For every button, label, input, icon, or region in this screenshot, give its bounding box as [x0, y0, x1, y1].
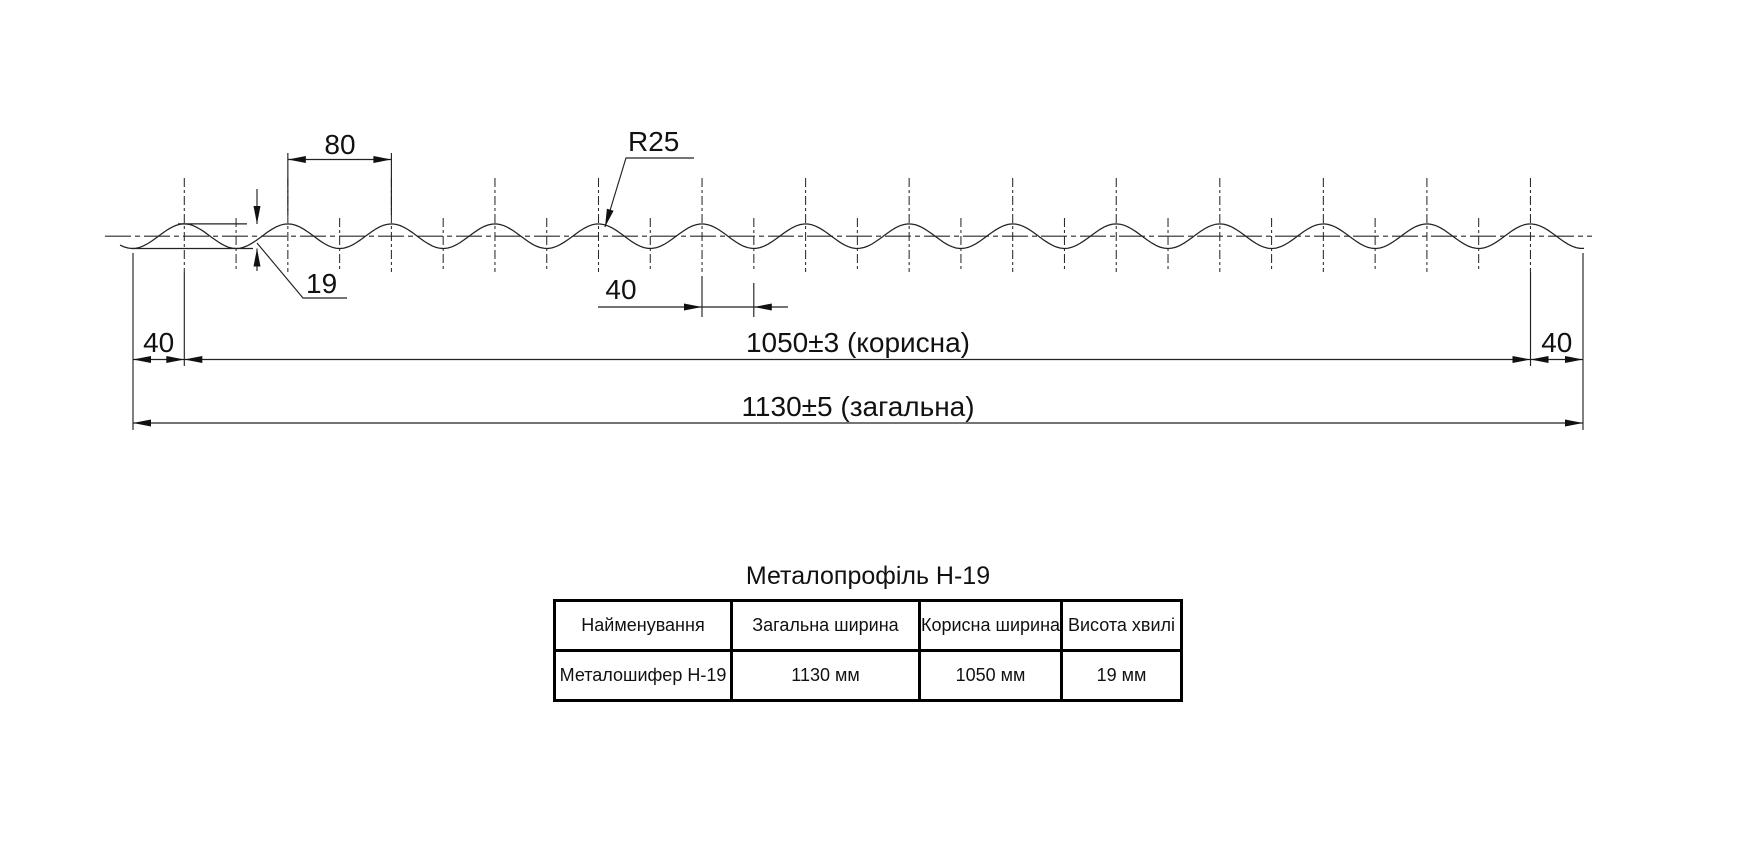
dim-1050-arrow-right	[1512, 356, 1531, 363]
dim-40-right-label: 40	[1541, 327, 1572, 358]
cell-useful-width: 1050 мм	[917, 649, 1064, 702]
dim-40-mid-label: 40	[605, 274, 636, 305]
dim-40-right-arrow-right	[1565, 356, 1583, 363]
spec-table-header-row: Найменування Загальна ширина Корисна шир…	[553, 599, 1184, 652]
dim-1130-arrow-right	[1565, 419, 1583, 427]
table-title: Металопрофіль Н-19	[745, 562, 991, 590]
header-wave-height: Висота хвилі	[1060, 599, 1184, 652]
dim-40-left-arrow-left	[133, 356, 151, 363]
dim-1130-arrow-left	[133, 419, 151, 427]
cell-total-width: 1130 мм	[730, 649, 921, 702]
dim-40-mid-arrow-right	[753, 303, 772, 311]
dim-40-right-arrow-left	[1530, 356, 1549, 363]
dim-80-label: 80	[324, 129, 355, 160]
spec-table-data-row: Металошифер Н-19 1130 мм 1050 мм 19 мм	[553, 649, 1184, 702]
dim-19-arrow-up	[253, 248, 261, 267]
dim-19-label: 19	[306, 268, 337, 299]
header-total-width: Загальна ширина	[730, 599, 921, 652]
dim-1050-arrow-left	[184, 356, 203, 363]
wave-centerline-ticks	[183, 178, 1531, 272]
spec-table: Найменування Загальна ширина Корисна шир…	[553, 599, 1184, 702]
dim-80-arrow-right	[373, 156, 392, 163]
dim-80-arrow-left	[287, 156, 306, 163]
cell-wave-height: 19 мм	[1060, 649, 1184, 702]
dim-40-mid-arrow-left	[684, 303, 702, 311]
dim-1050-label: 1050±3 (корисна)	[746, 327, 970, 358]
profile-wave-path	[119, 223, 1584, 250]
dim-r25-leader-line	[604, 157, 694, 228]
dim-r25-label: R25	[628, 126, 679, 157]
dim-19-arrow-down	[253, 206, 261, 224]
dim-40-left-label: 40	[143, 327, 174, 358]
dim-r25-arrow	[605, 208, 614, 227]
profile-drawing: 19 80 R25 40 40 1050±3 (корисна)	[105, 126, 1592, 430]
dim-19-leader-line	[256, 242, 347, 299]
header-useful-width: Корисна ширина	[917, 599, 1064, 652]
header-name: Найменування	[553, 599, 733, 652]
dim-40-left-arrow-right	[166, 356, 185, 363]
dim-1130-label: 1130±5 (загальна)	[741, 391, 974, 422]
cell-name: Металошифер Н-19	[553, 649, 733, 702]
